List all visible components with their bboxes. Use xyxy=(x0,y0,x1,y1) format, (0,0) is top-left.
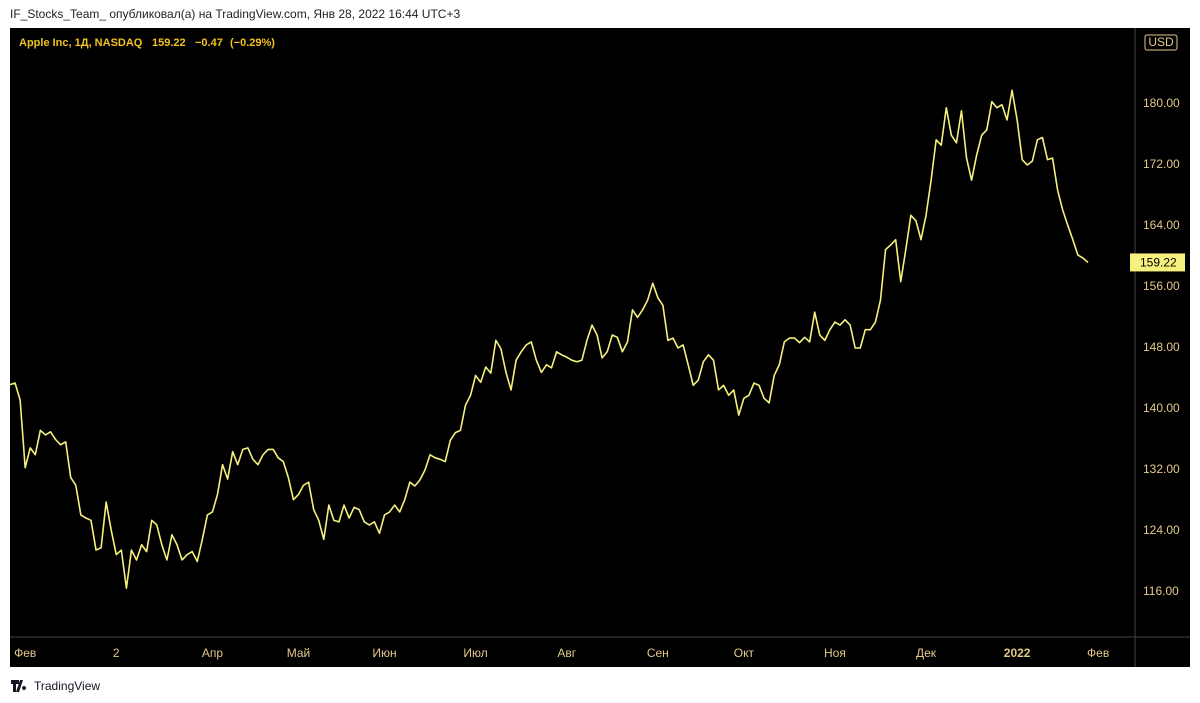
x-tick-label: Фев xyxy=(14,646,36,660)
legend-change: −0.47 xyxy=(195,37,223,49)
y-tick-label: 172.00 xyxy=(1143,157,1180,171)
last-price-box xyxy=(1130,253,1185,272)
y-tick-label: 164.00 xyxy=(1143,218,1180,232)
footer-brand: TradingView xyxy=(34,679,100,693)
price-line xyxy=(9,89,1089,589)
currency-box[interactable] xyxy=(1144,34,1178,51)
legend-symbol: Apple Inc, 1Д, NASDAQ xyxy=(19,37,143,49)
tv-logo xyxy=(11,680,27,692)
y-tick-label: 140.00 xyxy=(1143,401,1180,415)
y-tick-label: 148.00 xyxy=(1143,340,1180,354)
x-tick-label: Июн xyxy=(372,646,396,660)
x-tick-label: Авг xyxy=(557,646,576,660)
y-tick-label: 156.00 xyxy=(1143,279,1180,293)
publisher-line: IF_Stocks_Team_ опубликовал(а) на Tradin… xyxy=(10,7,460,21)
y-tick-label: 116.00 xyxy=(1143,584,1179,598)
x-tick-label: 2022 xyxy=(1004,646,1031,660)
x-tick-label: Май xyxy=(287,646,311,660)
x-tick-label: 2 xyxy=(113,646,120,660)
x-tick-label: Сен xyxy=(647,646,669,660)
y-tick-label: 124.00 xyxy=(1143,523,1180,537)
x-tick-label: Июл xyxy=(463,646,487,660)
y-tick-label: 132.00 xyxy=(1143,462,1180,476)
y-tick-label: 180.00 xyxy=(1143,96,1180,110)
legend-change-pct: (−0.29%) xyxy=(230,37,275,49)
legend-price: 159.22 xyxy=(152,37,186,49)
last-price-label: 159.22 xyxy=(1140,256,1177,270)
x-tick-label: Ноя xyxy=(824,646,846,660)
x-tick-label: Фев xyxy=(1087,646,1109,660)
x-tick-label: Апр xyxy=(202,646,224,660)
currency[interactable]: USD xyxy=(1148,35,1174,49)
x-tick-label: Дек xyxy=(916,646,937,660)
x-tick-label: Окт xyxy=(734,646,755,660)
